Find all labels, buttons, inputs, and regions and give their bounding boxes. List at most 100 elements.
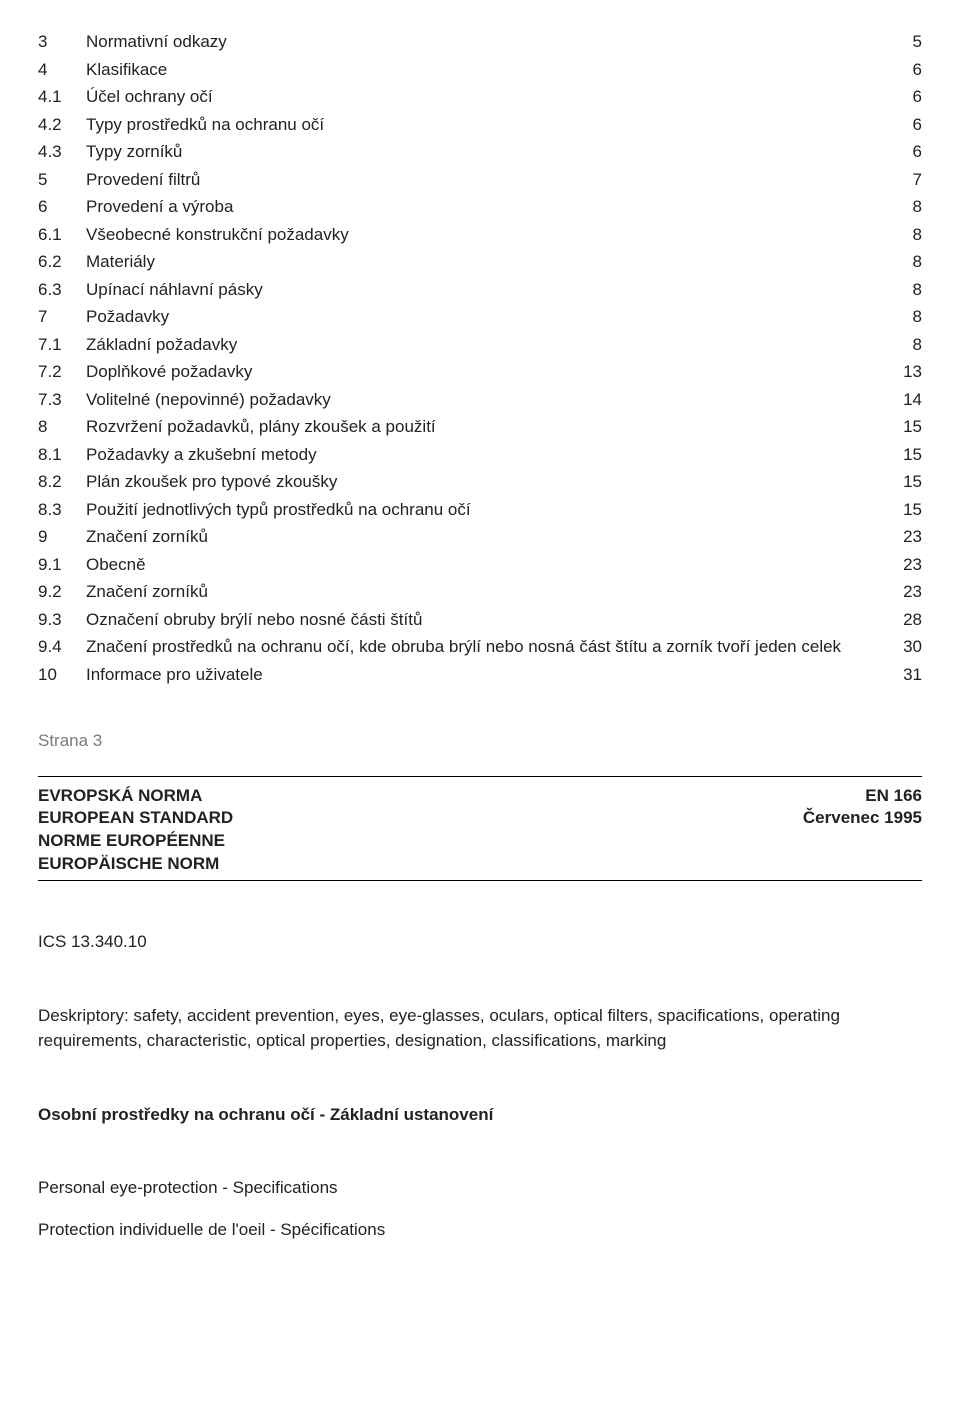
toc-page: 31: [886, 661, 922, 689]
toc-row: 9.4Značení prostředků na ochranu očí, kd…: [38, 633, 922, 661]
toc-number: 8.3: [38, 496, 86, 524]
toc-row: 8Rozvržení požadavků, plány zkoušek a po…: [38, 413, 922, 441]
title-french: Protection individuelle de l'oeil - Spéc…: [38, 1217, 922, 1243]
toc-row: 9.2Značení zorníků23: [38, 578, 922, 606]
toc-row: 6.1Všeobecné konstrukční požadavky8: [38, 221, 922, 249]
toc-number: 9.3: [38, 606, 86, 634]
toc-row: 6Provedení a výroba8: [38, 193, 922, 221]
toc-number: 4.2: [38, 111, 86, 139]
toc-table: 3Normativní odkazy54Klasifikace64.1Účel …: [38, 28, 922, 688]
toc-title: Volitelné (nepovinné) požadavky: [86, 386, 886, 414]
divider-bottom: [38, 880, 922, 881]
toc-title: Klasifikace: [86, 56, 886, 84]
norm-left-line: EUROPEAN STANDARD: [38, 807, 233, 830]
toc-row: 8.3Použití jednotlivých typů prostředků …: [38, 496, 922, 524]
toc-title: Provedení filtrů: [86, 166, 886, 194]
toc-row: 8.1Požadavky a zkušební metody15: [38, 441, 922, 469]
toc-title: Základní požadavky: [86, 331, 886, 359]
norm-header-left: EVROPSKÁ NORMA EUROPEAN STANDARD NORME E…: [38, 785, 233, 877]
toc-row: 7.3Volitelné (nepovinné) požadavky14: [38, 386, 922, 414]
toc-page: 8: [886, 276, 922, 304]
toc-number: 7.3: [38, 386, 86, 414]
toc-number: 9: [38, 523, 86, 551]
toc-page: 7: [886, 166, 922, 194]
toc-number: 6: [38, 193, 86, 221]
toc-title: Typy zorníků: [86, 138, 886, 166]
toc-number: 8: [38, 413, 86, 441]
toc-page: 14: [886, 386, 922, 414]
toc-row: 7.2Doplňkové požadavky13: [38, 358, 922, 386]
toc-number: 6.3: [38, 276, 86, 304]
toc-number: 3: [38, 28, 86, 56]
toc-title: Všeobecné konstrukční požadavky: [86, 221, 886, 249]
toc-number: 7.1: [38, 331, 86, 359]
descriptors: Deskriptory: safety, accident prevention…: [38, 1003, 922, 1054]
toc-title: Značení zorníků: [86, 523, 886, 551]
toc-row: 7Požadavky8: [38, 303, 922, 331]
toc-title: Účel ochrany očí: [86, 83, 886, 111]
norm-header-right: EN 166 Červenec 1995: [803, 785, 922, 831]
toc-row: 9Značení zorníků23: [38, 523, 922, 551]
ics-code: ICS 13.340.10: [38, 929, 922, 955]
norm-left-line: EVROPSKÁ NORMA: [38, 785, 233, 808]
norm-left-line: EUROPÄISCHE NORM: [38, 853, 233, 876]
toc-page: 6: [886, 56, 922, 84]
norm-header: EVROPSKÁ NORMA EUROPEAN STANDARD NORME E…: [38, 785, 922, 877]
toc-page: 15: [886, 468, 922, 496]
toc-title: Plán zkoušek pro typové zkoušky: [86, 468, 886, 496]
toc-row: 8.2Plán zkoušek pro typové zkoušky15: [38, 468, 922, 496]
toc-title: Obecně: [86, 551, 886, 579]
toc-number: 6.2: [38, 248, 86, 276]
toc-number: 8.2: [38, 468, 86, 496]
norm-right-line: Červenec 1995: [803, 807, 922, 830]
toc-row: 7.1Základní požadavky8: [38, 331, 922, 359]
toc-title: Provedení a výroba: [86, 193, 886, 221]
toc-row: 9.3Označení obruby brýlí nebo nosné část…: [38, 606, 922, 634]
toc-row: 10Informace pro uživatele31: [38, 661, 922, 689]
toc-row: 4.2Typy prostředků na ochranu očí6: [38, 111, 922, 139]
toc-title: Značení prostředků na ochranu očí, kde o…: [86, 633, 886, 661]
toc-title: Použití jednotlivých typů prostředků na …: [86, 496, 886, 524]
toc-page: 23: [886, 578, 922, 606]
divider-top: [38, 776, 922, 777]
toc-page: 8: [886, 221, 922, 249]
toc-page: 8: [886, 248, 922, 276]
toc-number: 4.3: [38, 138, 86, 166]
toc-number: 4.1: [38, 83, 86, 111]
toc-row: 4.1Účel ochrany očí6: [38, 83, 922, 111]
toc-page: 5: [886, 28, 922, 56]
toc-page: 23: [886, 551, 922, 579]
toc-page: 6: [886, 111, 922, 139]
toc-row: 4Klasifikace6: [38, 56, 922, 84]
toc-number: 6.1: [38, 221, 86, 249]
toc-page: 15: [886, 496, 922, 524]
title-english: Personal eye-protection - Specifications: [38, 1175, 922, 1201]
toc-row: 5Provedení filtrů7: [38, 166, 922, 194]
toc-page: 28: [886, 606, 922, 634]
toc-title: Označení obruby brýlí nebo nosné části š…: [86, 606, 886, 634]
toc-row: 6.3Upínací náhlavní pásky8: [38, 276, 922, 304]
toc-number: 9.2: [38, 578, 86, 606]
toc-number: 9.4: [38, 633, 86, 661]
toc-row: 9.1Obecně23: [38, 551, 922, 579]
toc-title: Typy prostředků na ochranu očí: [86, 111, 886, 139]
toc-row: 6.2Materiály8: [38, 248, 922, 276]
toc-row: 3Normativní odkazy5: [38, 28, 922, 56]
toc-title: Doplňkové požadavky: [86, 358, 886, 386]
toc-title: Požadavky: [86, 303, 886, 331]
toc-number: 8.1: [38, 441, 86, 469]
toc-page: 30: [886, 633, 922, 661]
toc-title: Materiály: [86, 248, 886, 276]
toc-page: 13: [886, 358, 922, 386]
toc-number: 7.2: [38, 358, 86, 386]
toc-title: Značení zorníků: [86, 578, 886, 606]
toc-number: 5: [38, 166, 86, 194]
norm-left-line: NORME EUROPÉENNE: [38, 830, 233, 853]
toc-page: 6: [886, 138, 922, 166]
toc-title: Rozvržení požadavků, plány zkoušek a pou…: [86, 413, 886, 441]
page-label: Strana 3: [38, 728, 922, 754]
toc-number: 7: [38, 303, 86, 331]
toc-title: Upínací náhlavní pásky: [86, 276, 886, 304]
toc-page: 6: [886, 83, 922, 111]
toc-number: 10: [38, 661, 86, 689]
